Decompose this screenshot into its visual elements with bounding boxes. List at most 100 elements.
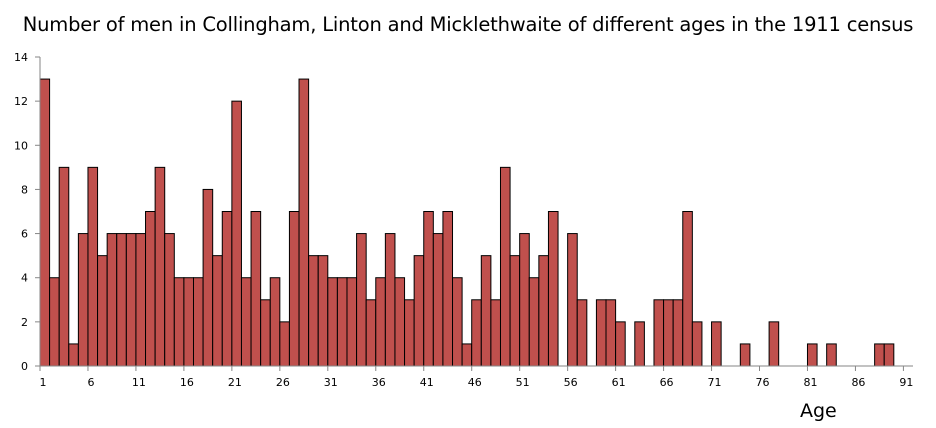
bar-age-37 bbox=[384, 233, 396, 367]
bar-age-52 bbox=[528, 277, 540, 367]
bar-age-12 bbox=[145, 211, 156, 367]
bar-age-3 bbox=[58, 166, 70, 367]
y-tick-label: 4 bbox=[21, 272, 28, 285]
bar-age-32 bbox=[336, 277, 348, 367]
bar-age-16 bbox=[183, 277, 194, 367]
bar-age-27 bbox=[288, 211, 300, 367]
bar-age-31 bbox=[327, 277, 338, 367]
bar-age-20 bbox=[221, 211, 233, 367]
x-tick-label: 71 bbox=[708, 376, 722, 389]
bar-age-35 bbox=[365, 299, 377, 367]
bar-age-61 bbox=[615, 321, 626, 367]
bar-age-26 bbox=[279, 321, 290, 367]
bar-age-23 bbox=[250, 211, 262, 367]
bar-age-45 bbox=[461, 343, 473, 367]
bar-age-88 bbox=[874, 343, 885, 367]
bar-age-74 bbox=[739, 343, 751, 367]
bar-age-47 bbox=[480, 255, 492, 367]
x-tick-label: 56 bbox=[564, 376, 578, 389]
bar-age-18 bbox=[202, 188, 214, 367]
x-tick-label: 1 bbox=[40, 376, 47, 389]
x-tick-label: 81 bbox=[803, 376, 817, 389]
bar-age-60 bbox=[605, 299, 617, 367]
bar-age-34 bbox=[356, 233, 367, 367]
bar-age-19 bbox=[212, 255, 223, 367]
bar-age-65 bbox=[653, 299, 665, 367]
bar-age-6 bbox=[87, 166, 99, 367]
chart-title: Number of men in Collingham, Linton and … bbox=[22, 13, 914, 36]
x-tick-label: 61 bbox=[612, 376, 626, 389]
bar-age-41 bbox=[423, 211, 434, 367]
y-tick-label: 12 bbox=[14, 95, 28, 108]
y-tick-label: 14 bbox=[14, 51, 28, 64]
bar-age-53 bbox=[538, 255, 549, 367]
x-tick-label: 46 bbox=[468, 376, 482, 389]
x-tick-label: 91 bbox=[899, 376, 913, 389]
bar-age-69 bbox=[691, 321, 703, 367]
x-tick-label: 66 bbox=[660, 376, 674, 389]
x-tick-label: 31 bbox=[324, 376, 338, 389]
bar-age-5 bbox=[77, 233, 89, 367]
bar-age-28 bbox=[298, 78, 310, 367]
bar-age-57 bbox=[576, 299, 588, 367]
bar-age-22 bbox=[240, 277, 252, 367]
y-tick-label: 10 bbox=[14, 139, 28, 152]
bar-age-21 bbox=[231, 100, 242, 367]
bar-age-49 bbox=[499, 166, 511, 367]
bar-age-40 bbox=[413, 255, 425, 367]
bar-age-4 bbox=[68, 343, 79, 367]
bar-age-9 bbox=[116, 233, 127, 367]
bar-age-56 bbox=[567, 233, 578, 367]
bar-age-33 bbox=[346, 277, 358, 367]
y-tick-label: 8 bbox=[21, 183, 28, 196]
x-tick-label: 36 bbox=[372, 376, 386, 389]
bar-age-10 bbox=[125, 233, 137, 367]
bar-age-1 bbox=[39, 78, 51, 367]
x-tick-label: 21 bbox=[228, 376, 242, 389]
y-tick-label: 2 bbox=[21, 316, 28, 329]
bar-age-71 bbox=[711, 321, 722, 367]
y-tick-label: 6 bbox=[21, 228, 28, 241]
x-tick-label: 6 bbox=[87, 376, 94, 389]
y-tick-label: 0 bbox=[21, 360, 28, 373]
bar-age-14 bbox=[164, 233, 175, 367]
x-tick-label: 51 bbox=[516, 376, 530, 389]
bar-age-8 bbox=[106, 233, 118, 367]
bar-age-68 bbox=[682, 211, 693, 367]
bar-age-15 bbox=[173, 277, 185, 367]
bar-age-44 bbox=[452, 277, 463, 367]
bar-age-51 bbox=[519, 233, 530, 367]
bar-age-29 bbox=[308, 255, 319, 367]
bar-age-7 bbox=[97, 255, 108, 367]
bar-age-24 bbox=[260, 299, 271, 367]
bar-age-13 bbox=[154, 166, 166, 367]
bar-age-48 bbox=[490, 299, 501, 367]
bar-age-11 bbox=[135, 233, 147, 367]
bar-age-17 bbox=[192, 277, 204, 367]
x-tick-label: 11 bbox=[132, 376, 146, 389]
bar-age-25 bbox=[269, 277, 281, 367]
bar-age-77 bbox=[768, 321, 780, 367]
bar-age-38 bbox=[394, 277, 406, 367]
bar-age-36 bbox=[375, 277, 386, 367]
bar-age-42 bbox=[432, 233, 444, 367]
x-axis-label: Age bbox=[800, 400, 837, 422]
bar-age-43 bbox=[442, 211, 454, 367]
x-tick-label: 41 bbox=[420, 376, 434, 389]
bar-age-50 bbox=[509, 255, 521, 367]
bar-age-30 bbox=[317, 255, 329, 367]
bar-age-46 bbox=[471, 299, 482, 367]
bar-age-89 bbox=[883, 343, 895, 367]
x-tick-label: 76 bbox=[756, 376, 770, 389]
x-tick-label: 86 bbox=[851, 376, 865, 389]
bar-age-59 bbox=[595, 299, 607, 367]
bar-age-67 bbox=[672, 299, 684, 367]
x-tick-label: 16 bbox=[180, 376, 194, 389]
x-tick-label: 26 bbox=[276, 376, 290, 389]
bar-age-54 bbox=[547, 211, 559, 367]
bar-age-39 bbox=[404, 299, 415, 367]
bar-age-83 bbox=[826, 343, 837, 367]
bar-age-2 bbox=[49, 277, 60, 367]
bar-age-66 bbox=[663, 299, 674, 367]
